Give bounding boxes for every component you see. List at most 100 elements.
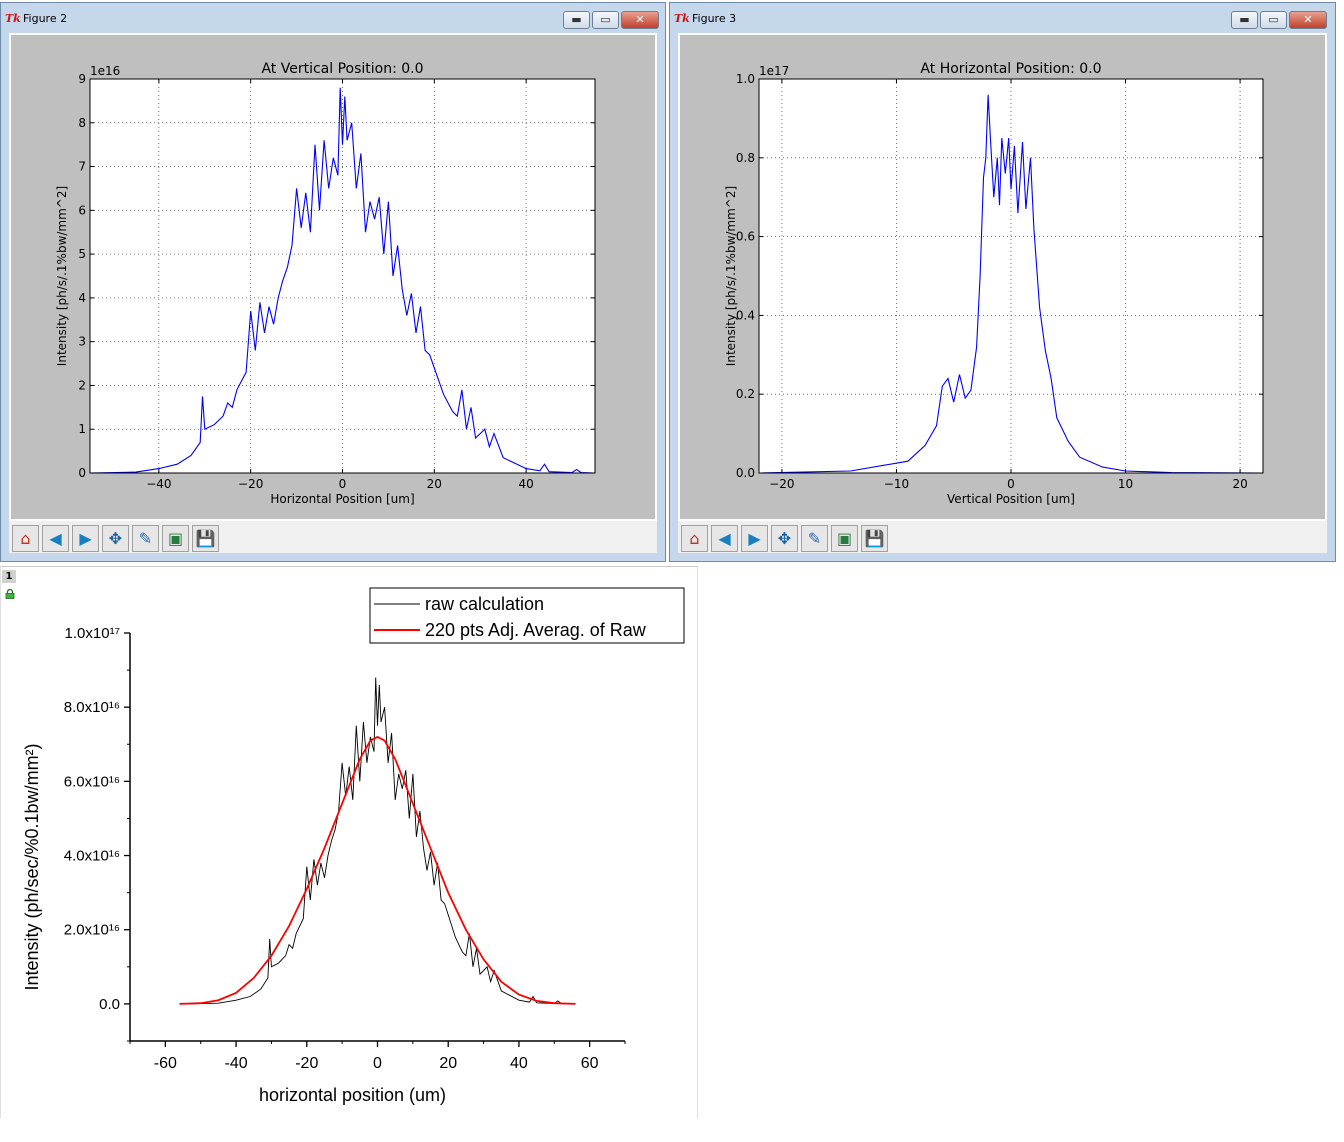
y-tick-label: 1 [78,422,86,436]
pan-icon: ✥ [777,529,792,548]
x-tick-label: 0 [339,477,347,491]
intensity-series-line [89,87,596,474]
subplots-icon: ▣ [167,529,184,548]
maximize-button[interactable]: ▭ [592,11,619,29]
y-tick-label: 0.2 [736,387,755,401]
x-tick-label: −40 [146,477,171,491]
x-tick-label: 20 [439,1055,457,1072]
y-tick-label: 1.0 [736,72,755,86]
x-tick-label: 0 [1007,477,1015,491]
y-tick-label: 7 [78,160,86,174]
legend-box [369,587,685,644]
x-tick-label: 20 [1232,477,1247,491]
save-button[interactable]: 💾 [192,525,219,552]
plot-panel: −40 −20 0 20 40 0 1 2 3 4 5 6 7 8 9 1e16 At Vertical Pos… [9,33,657,521]
window-titlebar[interactable]: Tk Figure 3 ▬ ▭ ✕ [670,3,1335,33]
subplots-button[interactable]: ▣ [162,525,189,552]
y-tick-label: 8 [78,116,86,130]
chart-figure-2[interactable]: −40 −20 0 20 40 0 1 2 3 4 5 6 7 8 9 1e16 At Vertical Pos… [11,35,657,519]
x-tick-label: -60 [154,1055,177,1072]
y-tick-label: 2 [78,378,86,392]
back-button[interactable]: ◀ [711,525,738,552]
zoom-icon: ✎ [807,529,822,548]
y-tick-label: 3 [78,335,86,349]
home-button[interactable]: ⌂ [681,525,708,552]
save-icon: 💾 [864,529,885,548]
x-tick-label: 40 [510,1055,528,1072]
y-axis-label: Intensity (ph/sec/%0.1bw/mm²) [22,743,42,990]
figure-2-window: Tk Figure 2 ▬ ▭ ✕ −40 −20 0 20 40 0 1 2 3 4 5 6 7 8 9 1… [0,2,666,562]
subplots-icon: ▣ [836,529,853,548]
adjacent-average-line [179,735,576,1005]
tk-feather-icon: Tk [5,12,21,25]
y-tick-label: 0 [78,466,86,480]
figure-canvas-area: −20 −10 0 10 20 0.0 0.2 0.4 0.6 0.8 1.0 1e17 At Hori… [678,33,1327,553]
x-tick-label: 10 [1118,477,1133,491]
home-icon: ⌂ [20,529,31,548]
y-tick-label: 0.0 [736,466,755,480]
navigation-toolbar: ⌂ ◀ ▶ ✥ ✎ ▣ 💾 [9,523,657,553]
x-tick-label: 60 [581,1055,599,1072]
window-title: Figure 3 [692,12,737,25]
x-tick-label: 0 [373,1055,382,1072]
lock-icon [5,589,15,599]
y-tick-label: 4 [78,291,86,305]
navigation-toolbar: ⌂ ◀ ▶ ✥ ✎ ▣ 💾 [678,523,1327,553]
chart-origin-graph[interactable]: -60 -40 -20 0 20 40 60 0.0 2.0x10¹⁶ 4.0x10¹⁶ 6.0x1… [0,566,698,1118]
origin-graph-page [0,566,698,1118]
minimize-button[interactable]: ▬ [1231,11,1258,29]
pan-button[interactable]: ✥ [102,525,129,552]
y-tick-label: 9 [78,72,86,86]
y-tick-label: 0.0 [99,996,120,1013]
pan-icon: ✥ [108,529,123,548]
y-tick-label: 6 [78,203,86,217]
window-titlebar[interactable]: Tk Figure 2 ▬ ▭ ✕ [1,3,665,33]
chart-title: At Vertical Position: 0.0 [261,61,423,77]
minimize-button[interactable]: ▬ [563,11,590,29]
forward-icon: ▶ [79,529,92,548]
page-number-badge[interactable]: 1 [2,570,16,583]
y-tick-label: 0.8 [736,151,755,165]
maximize-button[interactable]: ▭ [1260,11,1287,29]
y-offset-label: 1e16 [90,64,120,78]
back-icon: ◀ [49,529,62,548]
forward-button[interactable]: ▶ [741,525,768,552]
window-title: Figure 2 [23,12,68,25]
chart-figure-3[interactable]: −20 −10 0 10 20 0.0 0.2 0.4 0.6 0.8 1.0 1e17 At Hori… [680,35,1327,519]
home-button[interactable]: ⌂ [12,525,39,552]
x-tick-label: −10 [884,477,909,491]
y-tick-label: 5 [78,247,86,261]
subplots-button[interactable]: ▣ [831,525,858,552]
y-axis-label: Intensity [ph/s/.1%bw/mm^2] [724,186,738,366]
x-axis-label: horizontal position (um) [259,1085,446,1105]
y-tick-label: 0.6 [736,230,755,244]
back-icon: ◀ [718,529,731,548]
x-tick-label: −20 [769,477,794,491]
back-button[interactable]: ◀ [42,525,69,552]
y-tick-label: 4.0x10¹⁶ [64,848,120,865]
figure-3-window: Tk Figure 3 ▬ ▭ ✕ −20 −10 0 10 20 0.0 0.2 0.4 0.… [669,2,1336,562]
y-tick-label: 2.0x10¹⁶ [64,922,120,939]
forward-button[interactable]: ▶ [72,525,99,552]
save-button[interactable]: 💾 [861,525,888,552]
x-tick-label: −20 [238,477,263,491]
x-axis-label: Horizontal Position [um] [270,492,414,506]
x-tick-label: -40 [225,1055,248,1072]
home-icon: ⌂ [689,529,700,548]
zoom-button[interactable]: ✎ [801,525,828,552]
intensity-series-line [758,94,1264,474]
y-tick-label: 0.4 [736,308,755,322]
legend: raw calculation 220 pts Adj. Averag. of R… [369,587,685,644]
chart-title: At Horizontal Position: 0.0 [920,61,1101,77]
pan-button[interactable]: ✥ [771,525,798,552]
save-icon: 💾 [195,529,216,548]
y-offset-label: 1e17 [759,64,789,78]
legend-entry: raw calculation [425,594,544,614]
figure-canvas-area: −40 −20 0 20 40 0 1 2 3 4 5 6 7 8 9 1e16 At Vertical Pos… [9,33,657,553]
y-axis-label: Intensity [ph/s/.1%bw/mm^2] [55,186,69,366]
close-button[interactable]: ✕ [1289,11,1327,29]
zoom-button[interactable]: ✎ [132,525,159,552]
y-tick-label: 8.0x10¹⁶ [64,699,120,716]
forward-icon: ▶ [748,529,761,548]
close-button[interactable]: ✕ [621,11,659,29]
